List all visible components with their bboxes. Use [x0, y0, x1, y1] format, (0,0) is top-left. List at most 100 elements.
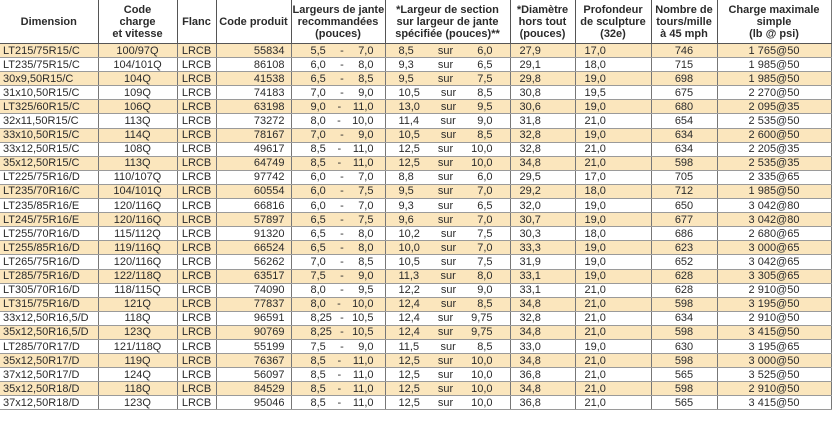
section-width-group: 10,5 sur 7,5	[389, 256, 507, 268]
table-row: LT235/75R15/C 104/101Q LRCB 86108 6,0 - 8,0 9,3…	[0, 57, 832, 73]
cell-load-speed-code: 120/116Q	[98, 254, 178, 270]
cell-revs-per-mile: 598	[651, 353, 718, 369]
section-width-group: 9,6 sur 7,0	[389, 214, 507, 226]
cell-product-code: 74183	[216, 85, 292, 101]
table-row: 33x12,50R15/C 108Q LRCB 49617 8,5-11,0 12,5 su…	[0, 142, 832, 157]
cell-dimension: 35x12,50R17/D	[0, 353, 99, 369]
cell-revs-per-mile: 654	[651, 113, 718, 129]
table-row: 32x11,50R15/C 113Q LRCB 73272 8,0-10,0 11,4 su…	[0, 113, 832, 129]
section-width-group: 8,8 sur 6,0	[389, 171, 507, 183]
table-row: LT265/75R16/D 120/116Q LRCB 56262 7,0 - 8,5 10,…	[0, 254, 832, 270]
rim-width-range: 8,5-11,0	[295, 157, 382, 169]
column-header-product-code: Code produit	[216, 0, 292, 44]
range-separator: -	[337, 157, 342, 170]
cell-product-code: 74090	[216, 283, 292, 298]
range-separator: -	[337, 100, 342, 113]
rim-width-max: 9,5	[358, 284, 374, 297]
section-rim-width: 6,5	[477, 199, 493, 212]
cell-load-speed-code: 108Q	[98, 142, 178, 157]
cell-revs-per-mile: 705	[651, 170, 718, 185]
section-width-value: 10,5	[398, 129, 420, 142]
section-width-value: 10,0	[398, 241, 420, 254]
section-separator: sur	[437, 157, 454, 170]
cell-section-width: 8,5 sur 6,0	[385, 43, 511, 59]
cell-tread-depth: 18,0	[575, 57, 652, 73]
cell-revs-per-mile: 623	[651, 240, 718, 256]
cell-section-width: 8,8 sur 6,0	[385, 170, 511, 185]
section-width-group: 11,5 sur 8,5	[389, 341, 507, 353]
section-width-value: 11,3	[398, 270, 420, 283]
cell-load-speed-code: 122/118Q	[98, 269, 178, 284]
section-separator: sur	[437, 44, 454, 57]
cell-max-load: 3 305@65	[717, 269, 832, 284]
section-rim-width: 8,0	[477, 270, 493, 283]
cell-revs-per-mile: 698	[651, 71, 718, 87]
rim-width-range: 8,5-11,0	[295, 143, 382, 155]
rim-width-min: 8,5	[310, 143, 326, 156]
cell-sidewall: LRCB	[177, 99, 217, 115]
rim-width-max: 9,0	[358, 129, 374, 142]
cell-revs-per-mile: 686	[651, 226, 718, 242]
cell-tread-depth: 19,0	[575, 71, 652, 87]
cell-sidewall: LRCB	[177, 353, 217, 369]
cell-sidewall: LRCB	[177, 226, 217, 242]
cell-overall-diameter: 32,8	[510, 311, 576, 326]
rim-width-min: 8,5	[310, 382, 326, 395]
section-rim-width: 8,5	[477, 86, 493, 99]
range-separator: -	[340, 241, 344, 254]
cell-sidewall: LRCB	[177, 339, 217, 355]
rim-width-range: 6,0 - 7,0	[295, 200, 382, 212]
cell-max-load: 3 415@50	[717, 325, 832, 340]
range-separator: -	[337, 354, 342, 367]
cell-load-speed-code: 110/107Q	[98, 170, 178, 185]
cell-dimension: 37x12,50R18/D	[0, 395, 99, 411]
section-width-group: 10,5 sur 8,5	[389, 87, 507, 99]
rim-width-min: 6,0	[310, 199, 326, 212]
cell-section-width: 10,5 sur 8,5	[385, 128, 511, 143]
cell-product-code: 56262	[216, 254, 292, 270]
section-width-value: 11,5	[398, 340, 420, 353]
range-separator: -	[337, 396, 342, 409]
range-separator: -	[340, 129, 344, 142]
section-width-value: 9,3	[398, 58, 414, 71]
cell-section-width: 12,5 sur 10,0	[385, 156, 511, 171]
cell-rim-widths: 6,5 - 8,0	[291, 226, 386, 242]
section-width-group: 12,5 sur 10,0	[389, 369, 507, 381]
cell-revs-per-mile: 634	[651, 311, 718, 326]
cell-rim-widths: 7,0 - 9,0	[291, 85, 386, 101]
cell-dimension: 33x12,50R16,5/D	[0, 311, 99, 326]
rim-width-range: 6,5 - 8,5	[295, 73, 382, 85]
cell-overall-diameter: 29,5	[510, 170, 576, 185]
table-row: 37x12,50R17/D 124Q LRCB 56097 8,5-11,0 12,5 su…	[0, 367, 832, 383]
cell-section-width: 12,4 sur 9,75	[385, 311, 511, 326]
cell-dimension: LT225/75R16/D	[0, 170, 99, 185]
cell-load-speed-code: 121/118Q	[98, 339, 178, 355]
rim-width-max: 7,0	[358, 199, 374, 212]
cell-product-code: 66524	[216, 240, 292, 256]
table-row: LT315/75R16/D 121Q LRCB 77837 8,0-10,0 12,4 su…	[0, 297, 832, 312]
section-width-group: 12,5 sur 10,0	[389, 143, 507, 155]
cell-dimension: LT285/70R17/D	[0, 339, 99, 355]
cell-overall-diameter: 30,3	[510, 226, 576, 242]
section-rim-width: 7,0	[477, 185, 493, 198]
cell-dimension: LT235/70R16/C	[0, 184, 99, 200]
rim-width-min: 7,5	[310, 340, 326, 353]
cell-product-code: 63198	[216, 99, 292, 115]
cell-product-code: 56097	[216, 367, 292, 383]
cell-section-width: 12,5 sur 10,0	[385, 367, 511, 383]
cell-sidewall: LRCB	[177, 113, 217, 129]
cell-rim-widths: 9,0-11,0	[291, 99, 386, 115]
cell-dimension: LT255/85R16/D	[0, 240, 99, 256]
rim-width-min: 7,5	[310, 270, 326, 283]
cell-max-load: 2 095@35	[717, 99, 832, 115]
cell-sidewall: LRCB	[177, 240, 217, 256]
section-width-value: 12,5	[398, 368, 420, 381]
rim-width-max: 8,0	[358, 227, 374, 240]
section-width-value: 10,5	[398, 86, 420, 99]
rim-width-min: 6,0	[310, 58, 326, 71]
rim-width-min: 8,5	[310, 354, 326, 367]
column-header-section-width: *Largeur de section sur largeur de jante s…	[385, 0, 511, 44]
rim-width-min: 8,0	[310, 115, 326, 128]
cell-tread-depth: 18,0	[575, 226, 652, 242]
rim-width-max: 10,5	[352, 326, 374, 339]
